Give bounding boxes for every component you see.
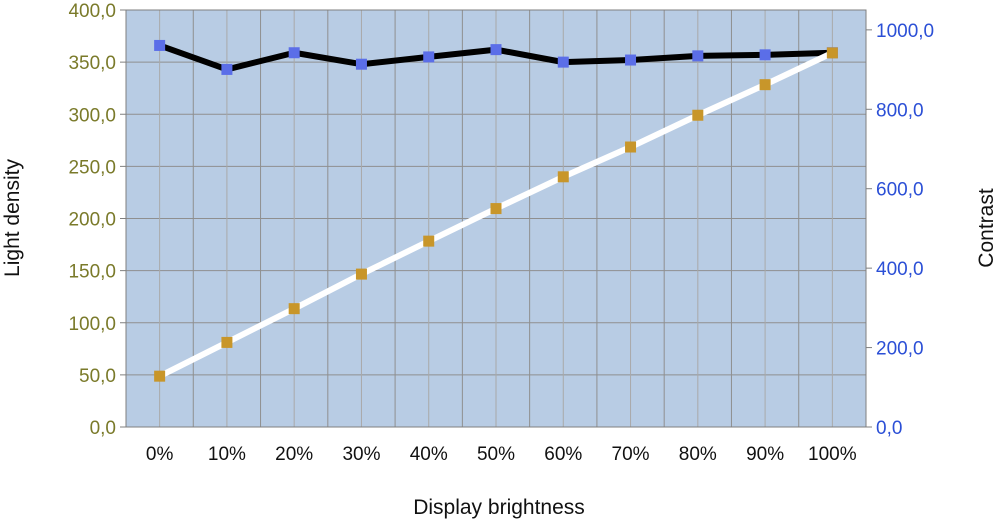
left-tick-label: 200,0 — [68, 210, 116, 231]
left-tick-label: 350,0 — [68, 53, 116, 74]
left-tick-label: 300,0 — [68, 105, 116, 126]
left-tick-label: 50,0 — [79, 366, 116, 387]
left-tick-label: 0,0 — [90, 418, 116, 439]
series-2-point — [355, 268, 367, 280]
x-tick-label: 50% — [477, 444, 515, 465]
series-1-point — [557, 56, 569, 68]
x-tick-label: 80% — [679, 444, 717, 465]
series-1-point — [625, 54, 637, 66]
series-2-point — [625, 141, 637, 153]
series-2-point — [557, 171, 569, 183]
x-tick-label: 40% — [410, 444, 448, 465]
x-axis-title: Display brightness — [413, 496, 585, 519]
x-tick-label: 90% — [746, 444, 784, 465]
series — [154, 39, 838, 382]
series-2-point — [826, 47, 838, 59]
series-2-point — [154, 370, 166, 382]
series-1-point — [759, 49, 771, 61]
left-axis-title: Light density — [1, 159, 24, 277]
right-tick-label: 800,0 — [876, 100, 924, 121]
left-axis-ticks: 0,0 50,0 100,0 150,0 200,0 250,0 300,0 350,0 400… — [68, 1, 126, 439]
series-1-point — [423, 51, 435, 63]
right-tick-label: 200,0 — [876, 339, 924, 360]
series-2-point — [423, 235, 435, 247]
x-tick-label: 30% — [342, 444, 380, 465]
series-2-point — [692, 109, 704, 121]
x-tick-label: 0% — [146, 444, 174, 465]
series-2-point — [221, 336, 233, 348]
series-1-point — [692, 50, 704, 62]
series-2-point — [288, 303, 300, 315]
left-tick-label: 100,0 — [68, 314, 116, 335]
series-2-point — [490, 203, 502, 215]
series-1-point — [154, 39, 166, 51]
series-1-point — [490, 44, 502, 56]
x-tick-label: 60% — [544, 444, 582, 465]
x-tick-label: 70% — [612, 444, 650, 465]
x-tick-label: 10% — [208, 444, 246, 465]
series-1-point — [288, 47, 300, 59]
series-2-point — [759, 79, 771, 91]
series-1-point — [221, 63, 233, 75]
right-tick-label: 1000,0 — [876, 21, 934, 42]
left-tick-label: 400,0 — [68, 1, 116, 22]
right-tick-label: 0,0 — [876, 418, 902, 439]
right-axis-title: Contrast — [975, 188, 998, 268]
left-tick-label: 250,0 — [68, 157, 116, 178]
x-axis-ticks: 0% 10% 20% 30% 40% 50% 60% 70% 80% 90% 100% — [146, 444, 857, 465]
left-tick-label: 150,0 — [68, 262, 116, 283]
right-tick-label: 600,0 — [876, 180, 924, 201]
right-tick-label: 400,0 — [876, 259, 924, 280]
right-axis-ticks: 0,0 200,0 400,0 600,0 800,0 1000,0 — [866, 21, 934, 439]
x-tick-label: 100% — [808, 444, 857, 465]
x-tick-label: 20% — [275, 444, 313, 465]
series-1-point — [355, 58, 367, 70]
